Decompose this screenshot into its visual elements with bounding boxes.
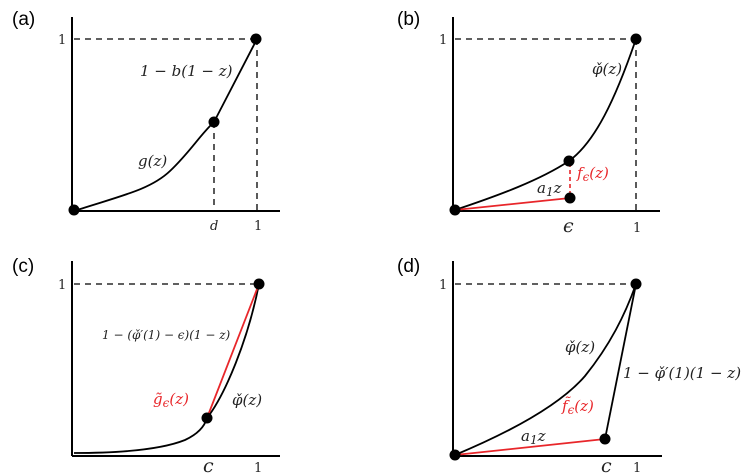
- panel-a-tangent-label: 1 − b(1 − z): [140, 62, 233, 80]
- panel-c-label: (c): [12, 256, 34, 277]
- panel-c-point-1: [253, 278, 265, 290]
- panel-a-xtick-d: d: [210, 219, 218, 234]
- panel-b-point-curve: [563, 155, 575, 167]
- panel-a-curve: [73, 38, 258, 212]
- panel-c-xtick-c: c: [203, 455, 214, 473]
- panel-d-phi-label: φ̌(z): [565, 338, 595, 356]
- panel-d-curve: [454, 283, 637, 456]
- panel-b-point-1: [630, 33, 642, 45]
- panel-c-xtick-1: 1: [254, 461, 262, 473]
- panel-d-point-origin: [449, 449, 461, 461]
- panel-d: (d) 1 φ̌(z) 1 − φ̌′(1)(1 − z) f̃ϵ(z) a1z…: [397, 256, 741, 473]
- panel-d-xtick-c: c: [601, 455, 612, 473]
- panel-a-xtick-1: 1: [254, 219, 262, 234]
- panel-d-upper-line: [604, 283, 637, 440]
- panel-b: (b) 1 φ̌(z) fϵ(z) a1z ϵ 1: [397, 9, 660, 237]
- panel-d-f-label: f̃ϵ(z): [561, 397, 594, 417]
- panel-a-label: (a): [12, 9, 35, 30]
- panel-b-point-origin: [449, 204, 461, 216]
- panel-a: (a) 1 1 − b(1 − z) g(z) d 1: [12, 9, 280, 234]
- panel-c-point-c: [201, 412, 213, 424]
- panel-c-chord-label: 1 − (φ̌′(1) − ϵ)(1 − z): [102, 328, 231, 342]
- panel-d-xtick-1: 1: [633, 461, 641, 473]
- panel-a-point-d: [208, 116, 220, 128]
- panel-b-xtick-1: 1: [633, 221, 641, 236]
- panel-c-phi-label: φ̌(z): [232, 391, 262, 409]
- panel-d-tangent-label: 1 − φ̌′(1)(1 − z): [623, 364, 741, 382]
- panel-d-label: (d): [397, 256, 420, 277]
- panel-d-a1z-label: a1z: [521, 427, 546, 447]
- panel-b-ytick-1: 1: [439, 33, 447, 48]
- panel-b-a1z-label: a1z: [537, 179, 562, 199]
- panel-b-f-label: fϵ(z): [576, 164, 609, 184]
- panel-b-point-line: [564, 192, 576, 204]
- panel-d-point-c: [599, 433, 611, 445]
- panel-c-ytick-1: 1: [58, 278, 66, 293]
- panel-c-chord-line: [206, 283, 260, 419]
- panel-b-secant-line: [454, 197, 571, 211]
- panel-d-lower-line: [454, 438, 606, 456]
- panel-c-curve: [73, 283, 260, 454]
- panel-d-ytick-1: 1: [439, 278, 447, 293]
- panel-b-xtick-epsilon: ϵ: [563, 215, 574, 237]
- panel-a-point-1: [250, 33, 262, 45]
- panel-c-g-label: g̃ϵ(z): [153, 390, 189, 410]
- panel-a-point-origin: [68, 204, 80, 216]
- panel-d-point-1: [630, 278, 642, 290]
- panel-a-ytick-1: 1: [58, 33, 66, 48]
- panel-b-phi-label: φ̌(z): [592, 60, 622, 78]
- panel-a-curve-label: g(z): [138, 152, 167, 170]
- panel-b-label: (b): [397, 9, 420, 30]
- panel-c: (c) 1 1 − (φ̌′(1) − ϵ)(1 − z) g̃ϵ(z) φ̌(…: [12, 256, 280, 473]
